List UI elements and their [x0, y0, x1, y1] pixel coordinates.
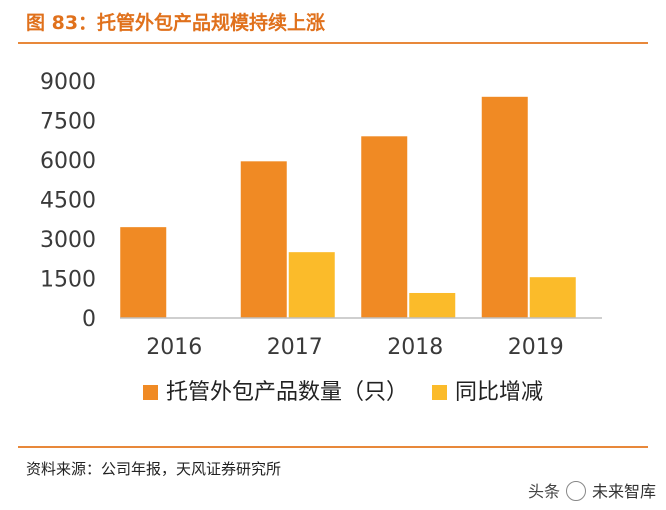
legend-label: 同比增减: [455, 380, 543, 405]
x-axis-ticks: 2016 2017 2018 2019: [146, 335, 564, 360]
bar-marks: [120, 96, 576, 318]
watermark-logo-icon: [566, 481, 587, 501]
bar-yoy-change-2019: [529, 277, 576, 318]
bar-product-count-2016: [120, 227, 167, 318]
y-tick-label: 7500: [40, 110, 96, 135]
x-tick-label: 2016: [146, 335, 202, 360]
bar-product-count-2019: [481, 96, 528, 318]
bar-yoy-change-2018: [409, 292, 456, 318]
x-tick-label: 2019: [508, 335, 564, 360]
bar-yoy-change-2017: [288, 252, 335, 318]
x-tick-label: 2018: [387, 335, 443, 360]
legend: 托管外包产品数量（只） 同比增减: [143, 380, 543, 405]
y-tick-label: 9000: [40, 70, 96, 95]
legend-swatch-product-count: [143, 385, 158, 400]
watermark: 头条 未来智库: [528, 478, 656, 502]
top-divider: [18, 42, 648, 44]
chart-title: 图 83：托管外包产品规模持续上涨: [26, 12, 326, 34]
source-note: 资料来源：公司年报，天风证券研究所: [26, 460, 282, 478]
bottom-divider: [18, 446, 648, 448]
x-tick-label: 2017: [267, 335, 323, 360]
bar-product-count-2017: [240, 161, 287, 318]
watermark-prefix: 头条: [528, 482, 561, 501]
y-tick-label: 3000: [40, 228, 96, 253]
legend-label: 托管外包产品数量（只）: [166, 380, 408, 405]
legend-swatch-yoy-change: [432, 385, 447, 400]
y-tick-label: 6000: [40, 149, 96, 174]
watermark-name: 未来智库: [592, 482, 657, 501]
y-tick-label: 1500: [40, 268, 96, 293]
y-tick-label: 0: [82, 307, 96, 332]
y-tick-label: 4500: [40, 189, 96, 214]
y-axis-ticks: 0 1500 3000 4500 6000 7500 9000: [40, 70, 96, 332]
bar-product-count-2018: [361, 136, 408, 318]
